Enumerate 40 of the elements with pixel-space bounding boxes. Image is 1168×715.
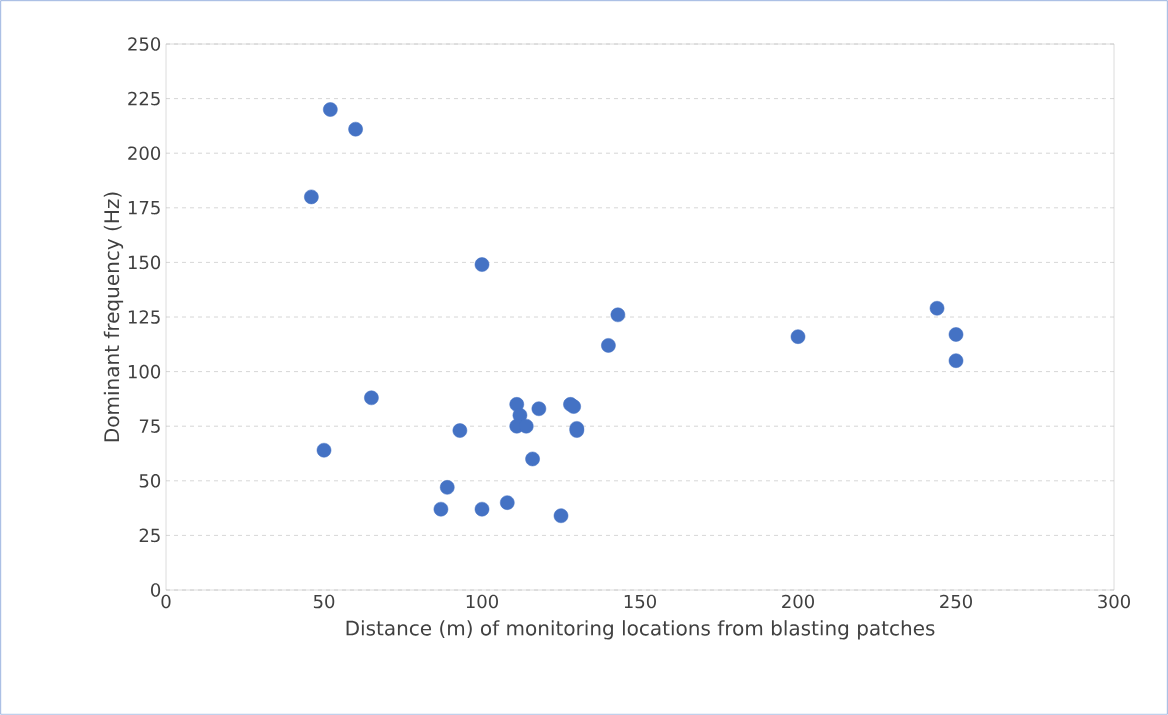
- point: [948, 327, 964, 342]
- point: [364, 390, 379, 406]
- y-axis-title: Dominant frequency (Hz): [103, 192, 124, 442]
- y-tick-label: 75: [139, 419, 160, 433]
- point: [610, 307, 626, 323]
- x-tick-label: 50: [313, 594, 335, 609]
- y-tick-label: 0: [151, 583, 161, 597]
- y-tick-label: 250: [128, 37, 161, 51]
- y-tick-label: 200: [128, 146, 161, 161]
- point: [790, 329, 806, 344]
- y-tick-label: 50: [139, 473, 161, 488]
- point: [474, 257, 490, 272]
- point: [348, 121, 363, 137]
- x-tick-label: 300: [1098, 594, 1130, 609]
- point: [452, 423, 468, 438]
- x-tick-label: 200: [782, 594, 814, 609]
- point: [500, 495, 515, 510]
- x-tick-label: 250: [940, 594, 972, 609]
- x-axis-title: Distance (m) of monitoring locations from blasting patches: [346, 620, 935, 640]
- point: [531, 401, 547, 416]
- point: [474, 501, 490, 517]
- x-tick-label: 100: [466, 594, 498, 609]
- point: [439, 480, 455, 495]
- point: [929, 300, 945, 316]
- point: [525, 451, 540, 467]
- y-tick-label: 150: [128, 255, 161, 270]
- x-tick-label: 0: [161, 594, 171, 609]
- point: [433, 501, 449, 517]
- point: [316, 442, 332, 458]
- y-tick-label: 100: [128, 364, 161, 379]
- x-tick-label: 150: [624, 594, 656, 609]
- point: [323, 102, 338, 117]
- point: [601, 338, 616, 353]
- y-tick-label: 25: [139, 528, 160, 543]
- point: [948, 353, 964, 368]
- y-tick-label: 125: [128, 310, 160, 324]
- y-tick-label: 225: [128, 91, 160, 106]
- y-tick-label: 175: [128, 201, 160, 215]
- point: [304, 189, 319, 205]
- point: [553, 508, 569, 524]
